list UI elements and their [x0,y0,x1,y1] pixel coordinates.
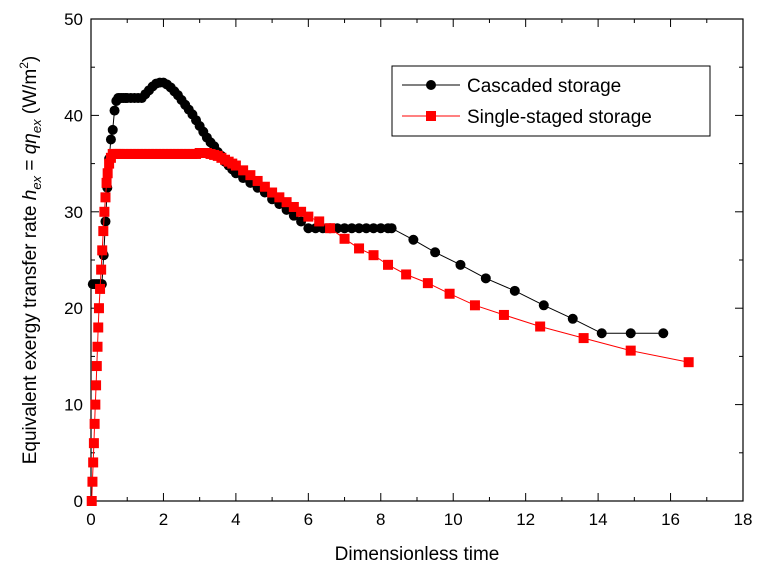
y-tick-label: 20 [64,299,83,318]
data-point-cascaded [375,223,386,234]
data-point-single [354,243,365,254]
data-point-cascaded [100,216,111,227]
data-point-single [238,165,249,176]
series-line-single [91,152,689,502]
x-tick-label: 4 [231,510,240,529]
data-point-cascaded [455,259,466,270]
data-point-cascaded [567,313,578,324]
data-point-single [498,309,509,320]
data-point-single [97,245,108,256]
x-tick-label: 16 [661,510,680,529]
y-tick-label: 40 [64,106,83,125]
data-point-single [303,211,314,222]
data-point-single [88,457,99,468]
data-point-single [92,341,103,352]
y-tick-label: 50 [64,10,83,29]
data-point-single [683,357,694,368]
data-point-single [102,168,113,179]
y-tick-label: 0 [74,492,83,511]
x-tick-label: 6 [304,510,313,529]
data-point-single [99,206,110,217]
x-tick-label: 12 [516,510,535,529]
data-point-single [444,288,455,299]
data-point-single [91,380,102,391]
data-point-single [230,160,241,171]
data-point-single [314,216,325,227]
data-point-single [281,197,292,208]
y-tick-label: 30 [64,203,83,222]
data-point-cascaded [339,223,350,234]
data-point-single [90,399,101,410]
data-series [86,77,694,506]
data-point-single [469,300,480,311]
data-point-single [87,476,98,487]
data-point-cascaded [538,300,549,311]
data-point-single [401,269,412,280]
data-point-single [93,322,104,333]
legend: Cascaded storage Single-staged storage [391,65,711,137]
x-tick-label: 14 [589,510,608,529]
data-point-single [88,438,99,449]
data-point-cascaded [346,223,357,234]
data-point-single [296,206,307,217]
data-point-cascaded [303,223,314,234]
data-point-cascaded [480,273,491,284]
data-point-cascaded [105,134,116,145]
data-point-cascaded [361,223,372,234]
legend-label-cascaded: Cascaded storage [467,76,621,97]
x-tick-label: 0 [86,510,95,529]
data-point-single [98,226,109,237]
data-point-single [325,223,336,234]
x-tick-label: 18 [734,510,753,529]
y-axis-title: Equivalent exergy transfer rate hex = qη… [17,56,44,465]
x-axis-title: Dimensionless time [335,544,500,565]
data-point-single [368,250,379,261]
data-point-single [535,321,546,332]
data-point-single [259,181,270,192]
data-point-cascaded [596,328,607,339]
data-point-cascaded [109,105,120,116]
legend-label-single: Single-staged storage [467,107,652,128]
legend-marker-single [426,111,436,121]
axis-ticks: 0 2 4 6 8 10 12 14 16 18 0 10 20 30 40 50 [64,10,752,529]
data-point-single [383,259,394,270]
data-point-single [100,192,111,203]
data-point-cascaded [509,285,520,296]
data-point-single [93,303,104,314]
data-point-single [96,264,107,275]
data-point-cascaded [368,223,379,234]
data-point-single [267,187,278,198]
data-point-single [91,361,102,372]
data-point-cascaded [107,124,118,135]
data-point-single [104,158,115,169]
x-tick-label: 2 [159,510,168,529]
x-tick-label: 8 [376,510,385,529]
x-tick-label: 10 [444,510,463,529]
data-point-single [86,496,97,506]
data-point-single [339,233,350,244]
data-point-single [252,175,263,186]
data-point-cascaded [625,328,636,339]
legend-marker-cascaded [426,80,436,90]
data-point-single [578,333,589,344]
legend-box [391,65,711,137]
data-point-single [245,170,256,181]
data-point-cascaded [386,223,397,234]
data-point-single [89,418,100,429]
data-point-single [625,345,636,356]
data-point-cascaded [354,223,365,234]
data-point-single [274,192,285,203]
data-point-cascaded [408,234,419,245]
data-point-cascaded [430,247,441,258]
data-point-single [95,283,106,294]
data-point-single [101,177,112,188]
data-point-cascaded [658,328,669,339]
data-point-single [288,201,299,212]
y-tick-label: 10 [64,396,83,415]
data-point-single [422,278,433,289]
